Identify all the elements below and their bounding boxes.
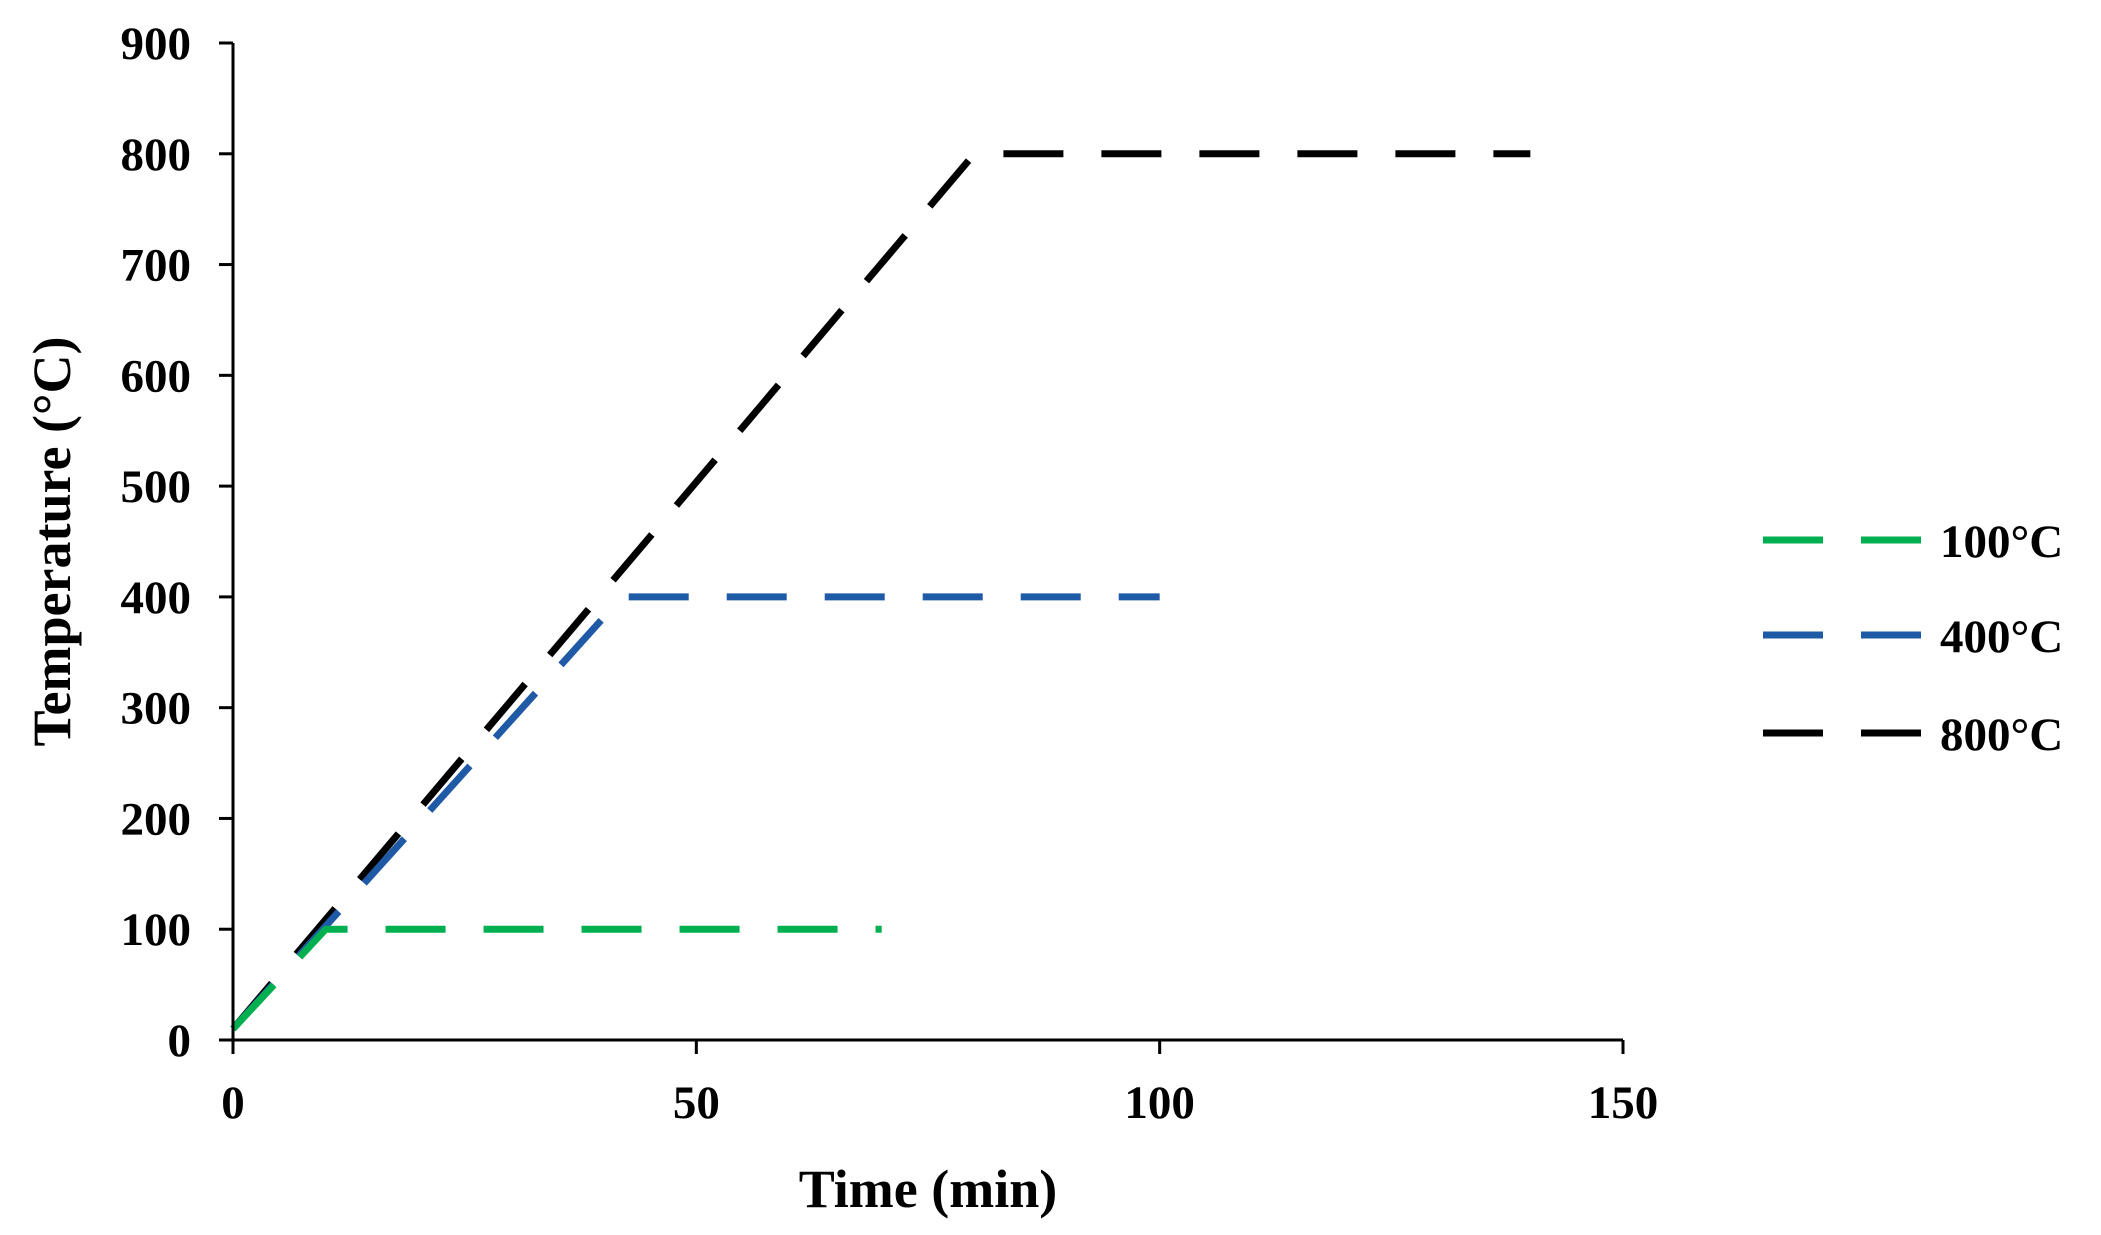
x-axis-title: Time (min) (799, 1159, 1057, 1219)
legend: 100°C 400°C 800°C (1763, 516, 2063, 761)
x-tick-label: 50 (673, 1077, 720, 1129)
legend-label: 100°C (1940, 516, 2063, 568)
y-tick-label: 300 (121, 683, 192, 735)
y-tick-label: 400 (121, 572, 192, 624)
x-tick-label: 0 (221, 1077, 245, 1129)
series-line (230, 150, 1531, 1032)
y-tick-label: 0 (168, 1015, 192, 1067)
y-tick-label: 200 (121, 793, 192, 845)
y-tick-label: 700 (121, 240, 192, 292)
legend-label: 400°C (1940, 611, 2063, 663)
y-tick-label: 600 (121, 350, 192, 402)
x-ticks: 0 50 100 150 (221, 1040, 1658, 1129)
y-tick-label: 800 (121, 129, 192, 181)
y-tick-label: 100 (121, 904, 192, 956)
y-tick-label: 900 (121, 18, 192, 70)
x-tick-label: 150 (1588, 1077, 1659, 1129)
y-axis-title: Temperature (°C) (22, 336, 82, 746)
y-tick-label: 500 (121, 461, 192, 513)
x-tick-label: 100 (1124, 1077, 1195, 1129)
y-ticks: 0 100 200 300 400 500 600 700 800 900 (121, 18, 233, 1067)
series-layer (230, 150, 1531, 1032)
series-line (230, 593, 1160, 1032)
legend-label: 800°C (1940, 709, 2063, 761)
series-line (230, 925, 882, 1032)
axes-layer (231, 43, 1623, 1042)
